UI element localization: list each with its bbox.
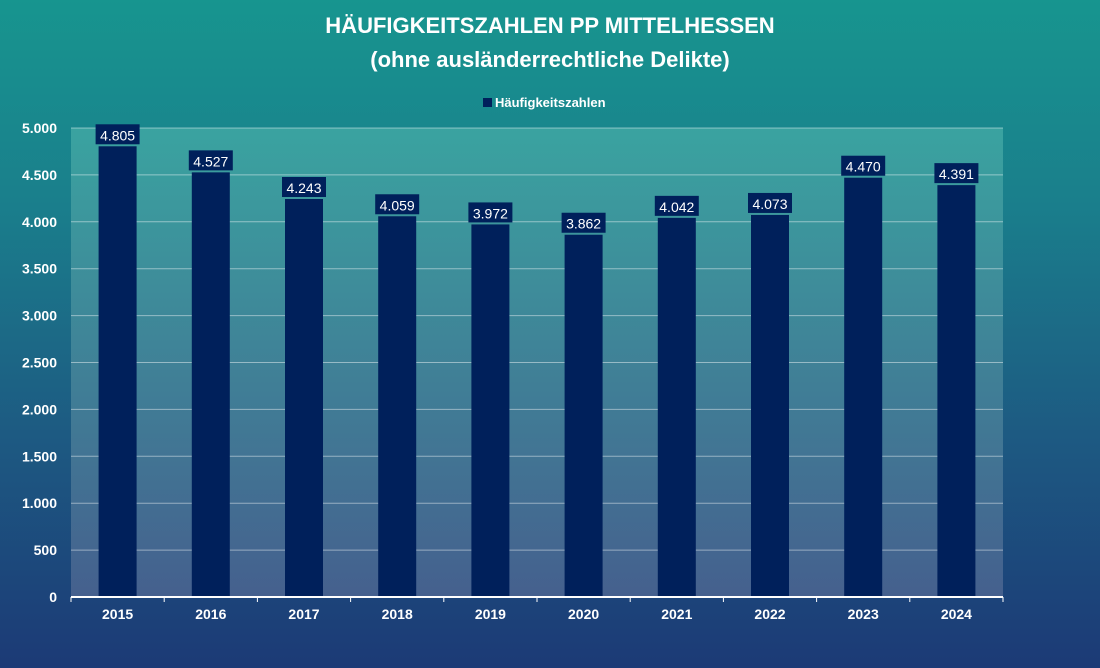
chart-title: HÄUFIGKEITSZAHLEN PP MITTELHESSEN — [325, 13, 774, 38]
data-label: 4.059 — [380, 197, 415, 213]
data-label-box — [934, 163, 979, 184]
data-label: 4.042 — [659, 199, 694, 215]
data-label: 4.073 — [752, 196, 787, 212]
bar-2021 — [657, 217, 696, 597]
y-tick-label: 4.500 — [22, 167, 57, 183]
data-label-box — [188, 150, 233, 171]
data-label: 4.243 — [286, 180, 321, 196]
bar-2019 — [471, 224, 510, 598]
bar-2017 — [285, 199, 323, 598]
data-label: 4.527 — [193, 153, 228, 169]
legend-swatch — [483, 98, 492, 107]
bar-2015 — [98, 146, 137, 597]
legend-label: Häufigkeitszahlen — [495, 95, 606, 110]
data-label-box — [282, 177, 326, 198]
x-tick-label: 2016 — [195, 606, 226, 622]
data-label-box — [654, 195, 699, 216]
y-tick-label: 3.000 — [22, 308, 57, 324]
y-tick-label: 2.500 — [22, 355, 57, 371]
y-tick-label: 500 — [34, 542, 58, 558]
y-tick-label: 0 — [49, 589, 57, 605]
x-tick-label: 2023 — [848, 606, 879, 622]
x-tick-label: 2018 — [382, 606, 413, 622]
bar-2023 — [844, 177, 883, 598]
bar-2020 — [564, 234, 603, 598]
x-tick-label: 2017 — [288, 606, 319, 622]
x-tick-label: 2022 — [754, 606, 785, 622]
bar-2018 — [378, 216, 417, 597]
data-label: 4.470 — [846, 159, 881, 175]
legend: Häufigkeitszahlen — [483, 95, 606, 110]
y-tick-label: 4.000 — [22, 214, 57, 230]
y-tick-label: 3.500 — [22, 261, 57, 277]
data-label: 4.391 — [939, 166, 974, 182]
x-tick-label: 2020 — [568, 606, 599, 622]
data-label-box — [468, 202, 513, 223]
data-label: 4.805 — [100, 127, 135, 143]
data-label-box — [561, 212, 606, 233]
bar-2022 — [751, 214, 789, 597]
data-label-box — [95, 124, 140, 145]
chart-subtitle: (ohne ausländerrechtliche Delikte) — [370, 47, 729, 72]
data-label-box — [375, 194, 420, 215]
x-tick-label: 2024 — [941, 606, 972, 622]
data-label-box — [841, 155, 886, 176]
bar-2016 — [191, 172, 230, 597]
y-tick-label: 2.000 — [22, 401, 57, 417]
y-tick-label: 5.000 — [22, 120, 57, 136]
data-label: 3.862 — [566, 216, 601, 232]
y-tick-label: 1.000 — [22, 495, 57, 511]
bar-2024 — [937, 185, 976, 597]
x-tick-label: 2015 — [102, 606, 133, 622]
x-tick-label: 2019 — [475, 606, 506, 622]
y-tick-label: 1.500 — [22, 448, 57, 464]
data-label-box — [748, 192, 792, 213]
x-tick-label: 2021 — [661, 606, 692, 622]
data-label: 3.972 — [473, 205, 508, 221]
